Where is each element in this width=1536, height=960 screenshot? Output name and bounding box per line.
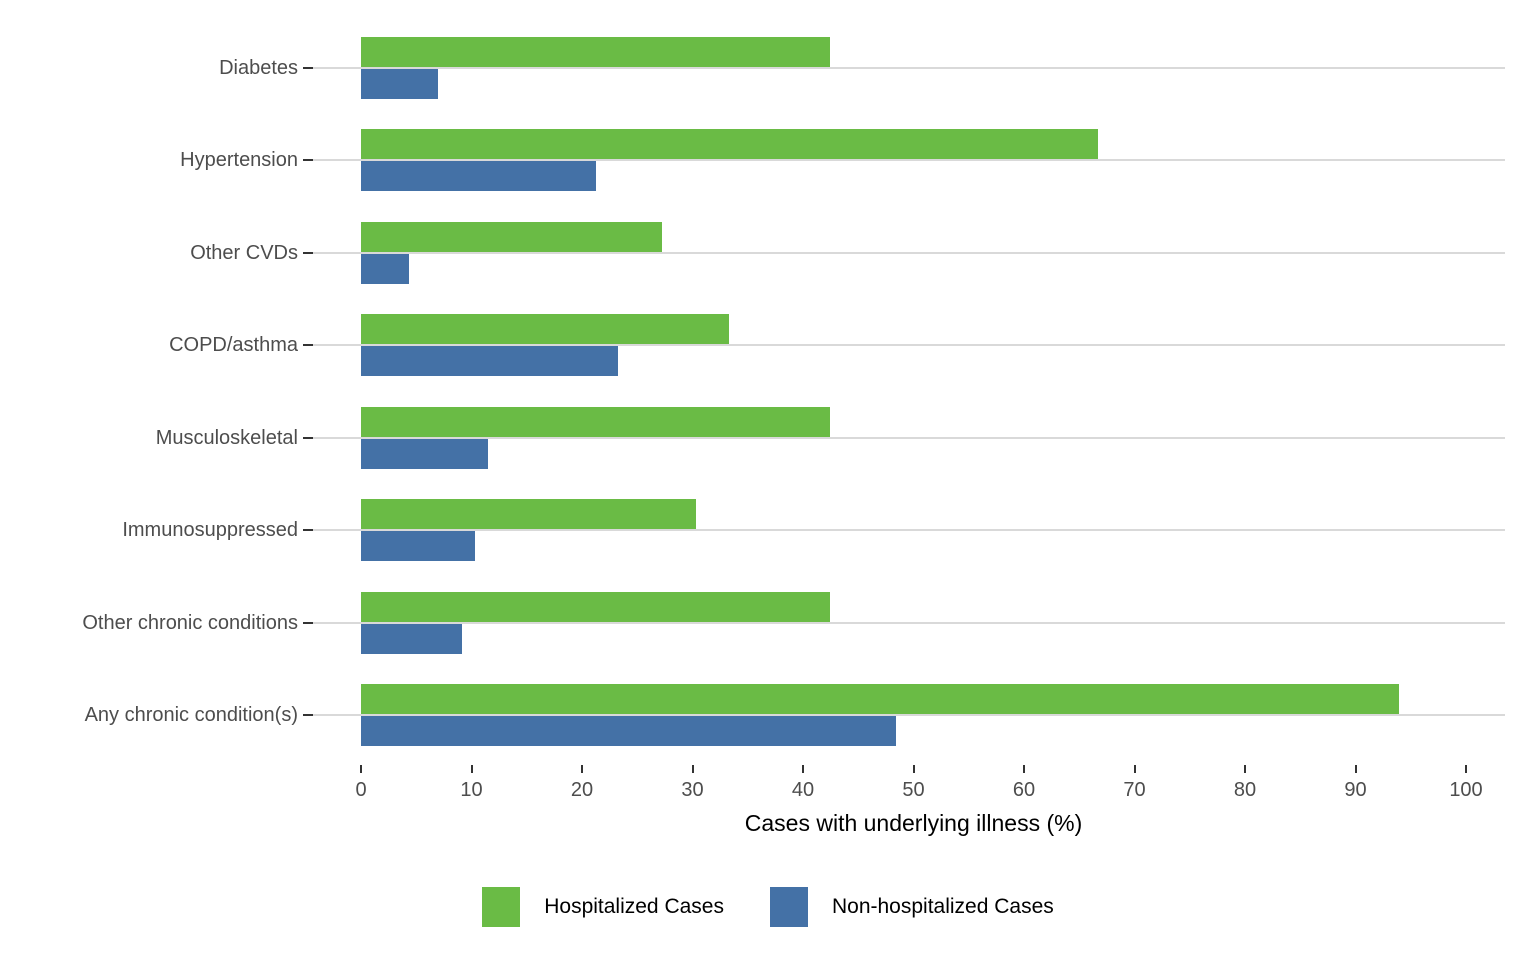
y-axis-tick [303,159,313,162]
y-axis-label: Hypertension [180,149,298,172]
bar-hospitalized [361,406,830,437]
x-axis-tick-label: 20 [570,779,594,801]
x-axis-tick-label: 60 [1012,779,1036,801]
legend-label-hospitalized: Hospitalized Cases [544,895,724,918]
y-axis-label: Other chronic conditions [82,611,298,634]
category-gridline [313,251,1505,254]
y-axis-tick [303,714,313,716]
x-axis-tick-label: 70 [1123,779,1146,801]
y-axis-tick [303,67,313,69]
legend-item-hospitalized: Hospitalized Cases [482,887,724,927]
x-axis-tick-label: 90 [1344,779,1367,801]
x-axis-tick [691,765,694,773]
y-axis-label: Any chronic condition(s) [84,704,298,726]
bar-hospitalized [361,221,662,252]
bar-non-hospitalized [361,69,439,99]
y-axis-tick [303,436,313,439]
bar-non-hospitalized [361,531,475,562]
x-axis-tick-label: 10 [460,779,483,801]
x-axis-tick [1244,765,1246,773]
category-gridline [313,436,1505,439]
category-gridline [313,621,1505,624]
bar-hospitalized [361,591,830,622]
bar-hospitalized [361,37,830,67]
y-axis-label: Musculoskeletal [155,426,298,449]
bar-non-hospitalized [361,716,896,746]
bar-non-hospitalized [361,161,597,192]
y-axis-tick [303,621,313,624]
category-gridline [313,714,1505,716]
y-axis-tick [303,344,313,347]
bar-non-hospitalized [361,623,462,654]
y-axis-tick [303,251,313,254]
x-axis-tick [470,765,473,773]
x-axis-tick-label: 80 [1233,779,1257,801]
x-axis-tick-label: 30 [681,779,704,801]
y-axis-tick [303,529,313,532]
y-axis-label: COPD/asthma [169,334,298,357]
x-axis-tick [802,765,804,773]
bar-hospitalized [361,684,1399,714]
x-axis-tick [912,765,915,773]
x-axis-tick [1023,765,1025,773]
category-gridline [313,344,1505,347]
x-axis-tick [360,765,362,773]
x-axis-tick [1354,765,1357,773]
x-axis-tick [1465,765,1467,773]
x-axis-tick-label: 40 [791,779,815,801]
category-gridline [313,67,1505,69]
bar-hospitalized [361,129,1099,160]
x-axis-tick [1133,765,1136,773]
legend: Hospitalized Cases Non-hospitalized Case… [0,885,1536,929]
x-axis-tick [581,765,583,773]
x-axis-title: Cases with underlying illness (%) [744,810,1083,836]
bar-hospitalized [361,314,729,345]
category-gridline [313,529,1505,532]
x-axis-tick-label: 50 [902,779,925,801]
y-axis-label: Diabetes [219,57,298,79]
legend-swatch-hospitalized [482,887,521,927]
bar-non-hospitalized [361,253,409,284]
y-axis-label: Other CVDs [190,241,298,264]
bar-non-hospitalized [361,346,619,377]
category-gridline [313,159,1505,162]
bar-non-hospitalized [361,438,489,469]
y-axis-label: Immunosuppressed [122,519,298,542]
legend-label-non-hospitalized: Non-hospitalized Cases [831,895,1054,918]
x-axis-tick-label: 0 [355,779,367,801]
bar-hospitalized [361,499,696,530]
legend-item-non-hospitalized: Non-hospitalized Cases [769,887,1054,927]
x-axis-tick-label: 100 [1449,779,1483,801]
legend-swatch-non-hospitalized [769,887,808,927]
